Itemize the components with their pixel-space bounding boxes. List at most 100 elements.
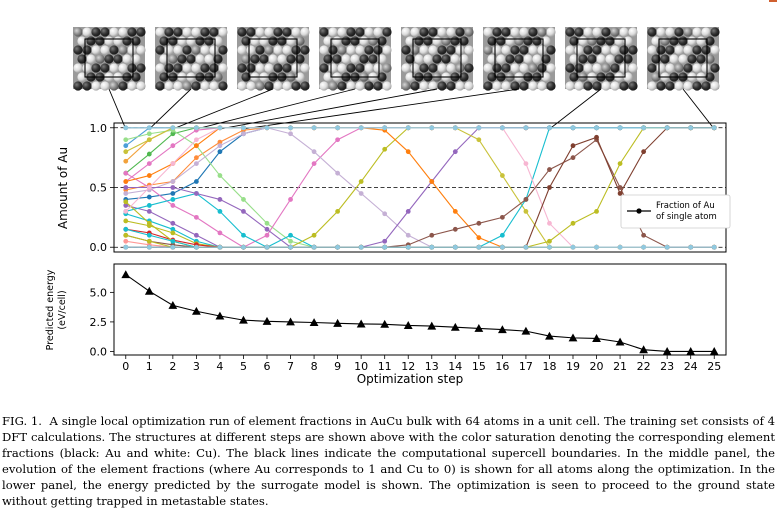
- atom: [701, 63, 711, 73]
- fraction-point: [570, 143, 576, 149]
- fraction-point: [429, 244, 435, 250]
- atom: [164, 45, 174, 55]
- atom: [683, 63, 693, 73]
- structure-snapshot: [155, 27, 228, 91]
- atom: [665, 81, 675, 91]
- atom: [601, 63, 611, 73]
- energy-frame: [113, 263, 727, 356]
- atom: [155, 63, 165, 73]
- atom: [95, 36, 105, 46]
- fraction-point: [382, 125, 388, 131]
- energy-point: [450, 322, 460, 331]
- energy-point: [239, 315, 248, 324]
- atom: [118, 27, 128, 37]
- atom: [674, 81, 684, 91]
- atom: [277, 36, 287, 46]
- fraction-point: [664, 244, 670, 250]
- energy-x-tick-label: 23: [660, 360, 674, 373]
- energy-y-label-line2: (eV/cell): [57, 290, 68, 329]
- atom: [73, 45, 83, 55]
- atom: [300, 63, 310, 73]
- fraction-y-tick-label: 1.0: [90, 122, 108, 135]
- atom: [295, 54, 305, 64]
- fraction-point: [547, 125, 552, 131]
- fraction-point: [170, 197, 176, 202]
- energy-y-tick-label: 5.0: [90, 286, 108, 299]
- supercell-boundary: [576, 38, 626, 78]
- atom: [159, 36, 169, 46]
- energy-point: [191, 306, 201, 315]
- atom: [113, 54, 123, 64]
- atom: [541, 54, 551, 64]
- fraction-point: [193, 244, 199, 250]
- atom: [377, 54, 387, 64]
- atom: [665, 45, 675, 55]
- fraction-point: [711, 244, 717, 250]
- structure-snapshots: [73, 27, 720, 91]
- atom: [656, 45, 666, 55]
- fraction-point: [123, 244, 129, 250]
- atom: [446, 63, 456, 73]
- atom: [605, 54, 615, 64]
- atom: [182, 81, 192, 91]
- fraction-point: [641, 232, 647, 238]
- atom: [665, 27, 675, 37]
- fraction-point: [193, 125, 199, 131]
- atom: [191, 27, 201, 37]
- atom: [705, 72, 715, 82]
- atom: [195, 54, 205, 64]
- atom: [464, 45, 474, 55]
- atom: [574, 63, 584, 73]
- fraction-point: [170, 230, 176, 236]
- atom: [401, 81, 411, 91]
- atom: [159, 72, 169, 82]
- atom: [337, 63, 347, 73]
- fraction-point: [193, 179, 199, 184]
- legend-text-line2: of single atom: [656, 212, 717, 222]
- atom: [710, 45, 720, 55]
- supercell-boundary: [248, 38, 298, 78]
- atom: [483, 63, 493, 73]
- atom: [532, 54, 542, 64]
- atom: [423, 54, 433, 64]
- atom: [647, 63, 657, 73]
- atom: [319, 63, 329, 73]
- atom: [155, 45, 165, 55]
- atom: [113, 36, 123, 46]
- atom: [77, 72, 87, 82]
- atom: [419, 27, 429, 37]
- fraction-point: [217, 143, 223, 149]
- atom: [483, 81, 493, 91]
- atom: [328, 27, 338, 37]
- atom: [291, 45, 301, 55]
- fraction-point: [193, 161, 199, 167]
- energy-point: [662, 347, 672, 355]
- fraction-point: [123, 226, 129, 232]
- atom: [432, 54, 442, 64]
- atom: [656, 63, 666, 73]
- energy-x-tick-label: 13: [425, 360, 439, 373]
- fraction-point: [405, 149, 411, 155]
- atom: [492, 63, 502, 73]
- fraction-point: [499, 214, 505, 220]
- fraction-point: [523, 197, 529, 202]
- atom: [487, 36, 497, 46]
- energy-x-tick-label: 3: [193, 360, 200, 373]
- snapshot-connector: [148, 88, 192, 130]
- atom: [619, 27, 629, 37]
- atom: [295, 36, 305, 46]
- fraction-point: [170, 161, 176, 167]
- energy-x-tick-label: 10: [354, 360, 368, 373]
- fraction-point: [641, 244, 647, 250]
- atom: [273, 27, 283, 37]
- atom: [678, 36, 688, 46]
- atom: [401, 27, 411, 37]
- fraction-point: [358, 125, 364, 131]
- atom: [437, 81, 447, 91]
- element-fraction-panel: 0.0 0.5 1.0 Amount of Au Fraction of Au of…: [56, 122, 731, 254]
- atom: [656, 27, 666, 37]
- fraction-point: [146, 151, 152, 157]
- atom: [164, 63, 174, 73]
- atom: [177, 54, 187, 64]
- atom: [414, 54, 424, 64]
